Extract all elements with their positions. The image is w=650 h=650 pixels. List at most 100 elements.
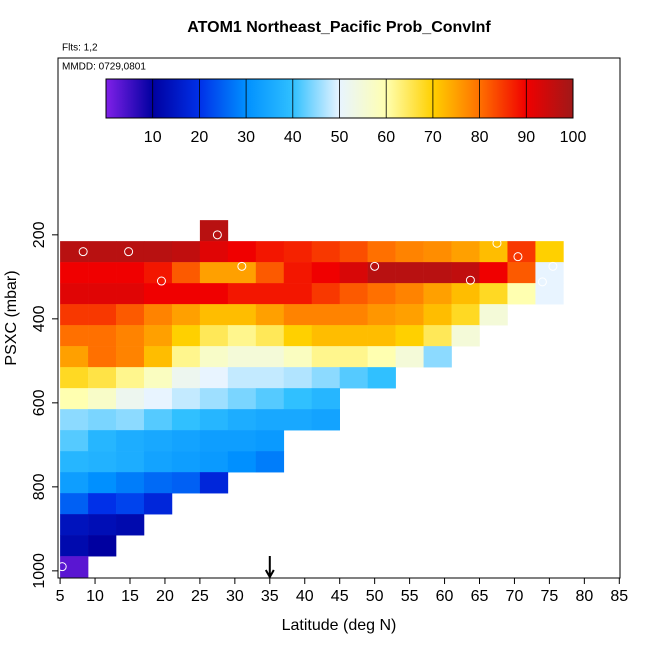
heat-cell xyxy=(227,325,257,347)
heat-cell xyxy=(395,325,424,347)
x-tick-label: 20 xyxy=(156,588,174,605)
heat-cell xyxy=(255,241,285,263)
heat-cell xyxy=(423,241,452,263)
x-tick-label: 40 xyxy=(296,588,314,605)
x-tick-label: 85 xyxy=(610,588,628,605)
colorbar-tick-label: 50 xyxy=(331,129,349,146)
sample-marker xyxy=(492,238,502,248)
heat-cell xyxy=(88,262,117,284)
heat-cell xyxy=(116,304,145,326)
heat-cell xyxy=(423,325,452,347)
heat-cell xyxy=(339,262,368,284)
heat-cell xyxy=(227,262,257,284)
heat-cell xyxy=(311,367,340,389)
heat-cell xyxy=(395,283,424,305)
heat-cell xyxy=(367,262,396,284)
heat-cell xyxy=(60,493,89,515)
x-tick-label: 10 xyxy=(86,588,104,605)
sample-marker xyxy=(156,276,166,286)
heat-cell xyxy=(116,262,145,284)
heat-cell xyxy=(423,262,452,284)
heat-cell xyxy=(311,388,340,410)
heat-cell xyxy=(255,346,285,368)
heat-cell xyxy=(116,409,145,431)
heat-cell xyxy=(227,409,257,431)
heat-cell xyxy=(171,346,201,368)
heat-cell xyxy=(143,346,173,368)
heat-cell xyxy=(283,367,313,389)
heat-cell xyxy=(60,388,89,410)
heat-cell xyxy=(88,325,117,347)
sample-marker xyxy=(78,247,88,257)
heat-cell xyxy=(311,304,340,326)
sample-marker xyxy=(513,252,523,262)
heat-cell xyxy=(367,241,396,263)
y-axis-label: PSXC (mbar) xyxy=(3,270,20,365)
heat-cell xyxy=(60,556,89,578)
x-tick-label: 30 xyxy=(226,588,244,605)
heat-cell xyxy=(143,409,173,431)
heat-cell xyxy=(199,283,229,305)
heat-cell xyxy=(227,388,257,410)
heat-cell xyxy=(60,283,89,305)
heat-cell xyxy=(283,241,313,263)
heat-cell xyxy=(339,346,368,368)
x-tick-label: 5 xyxy=(56,588,65,605)
heat-cell xyxy=(535,262,564,284)
heat-cell xyxy=(60,304,89,326)
heat-cell xyxy=(199,388,229,410)
x-tick-label: 80 xyxy=(575,588,593,605)
heat-cell xyxy=(395,262,424,284)
heat-cell xyxy=(311,409,340,431)
colorbar-tick-label: 40 xyxy=(284,129,302,146)
heat-cell xyxy=(88,535,117,557)
heat-cell xyxy=(255,451,285,473)
heat-cell xyxy=(171,430,201,452)
heat-cell xyxy=(311,283,340,305)
heat-cell xyxy=(199,367,229,389)
heat-cell xyxy=(171,409,201,431)
heat-cell xyxy=(60,241,89,263)
heat-cell xyxy=(367,304,396,326)
heat-cell xyxy=(339,325,368,347)
heat-cell xyxy=(116,283,145,305)
heat-cell xyxy=(311,325,340,347)
heat-cell xyxy=(227,241,257,263)
heat-cell xyxy=(143,493,173,515)
x-tick-label: 35 xyxy=(261,588,279,605)
heat-cell xyxy=(171,262,201,284)
heat-cell xyxy=(227,283,257,305)
heat-cell xyxy=(171,304,201,326)
x-axis-label: Latitude (deg N) xyxy=(282,617,397,634)
heat-cell xyxy=(227,346,257,368)
heat-cell xyxy=(171,472,201,494)
heat-cell xyxy=(143,325,173,347)
heat-cell xyxy=(255,325,285,347)
heat-cell xyxy=(88,241,117,263)
chart-title: ATOM1 Northeast_Pacific Prob_ConvInf xyxy=(187,19,491,36)
heat-cell xyxy=(479,241,508,263)
heat-cell xyxy=(199,451,229,473)
heat-cell xyxy=(88,451,117,473)
heat-cell xyxy=(60,430,89,452)
heat-cell xyxy=(227,430,257,452)
heat-cell xyxy=(451,325,480,347)
heat-cell xyxy=(171,451,201,473)
x-tick-label: 45 xyxy=(331,588,349,605)
sample-marker xyxy=(548,261,558,271)
heat-cell xyxy=(171,283,201,305)
heat-cell xyxy=(199,430,229,452)
heat-cell xyxy=(227,304,257,326)
heat-cell xyxy=(88,388,117,410)
heat-cell xyxy=(423,304,452,326)
heat-cell xyxy=(395,304,424,326)
heat-cell xyxy=(367,283,396,305)
heat-cell xyxy=(60,451,89,473)
heat-cell xyxy=(339,283,368,305)
heat-cell xyxy=(283,283,313,305)
heat-cell xyxy=(507,262,536,284)
heat-cell xyxy=(171,325,201,347)
heat-cell xyxy=(255,304,285,326)
heat-cell xyxy=(283,262,313,284)
heat-cell xyxy=(255,262,285,284)
